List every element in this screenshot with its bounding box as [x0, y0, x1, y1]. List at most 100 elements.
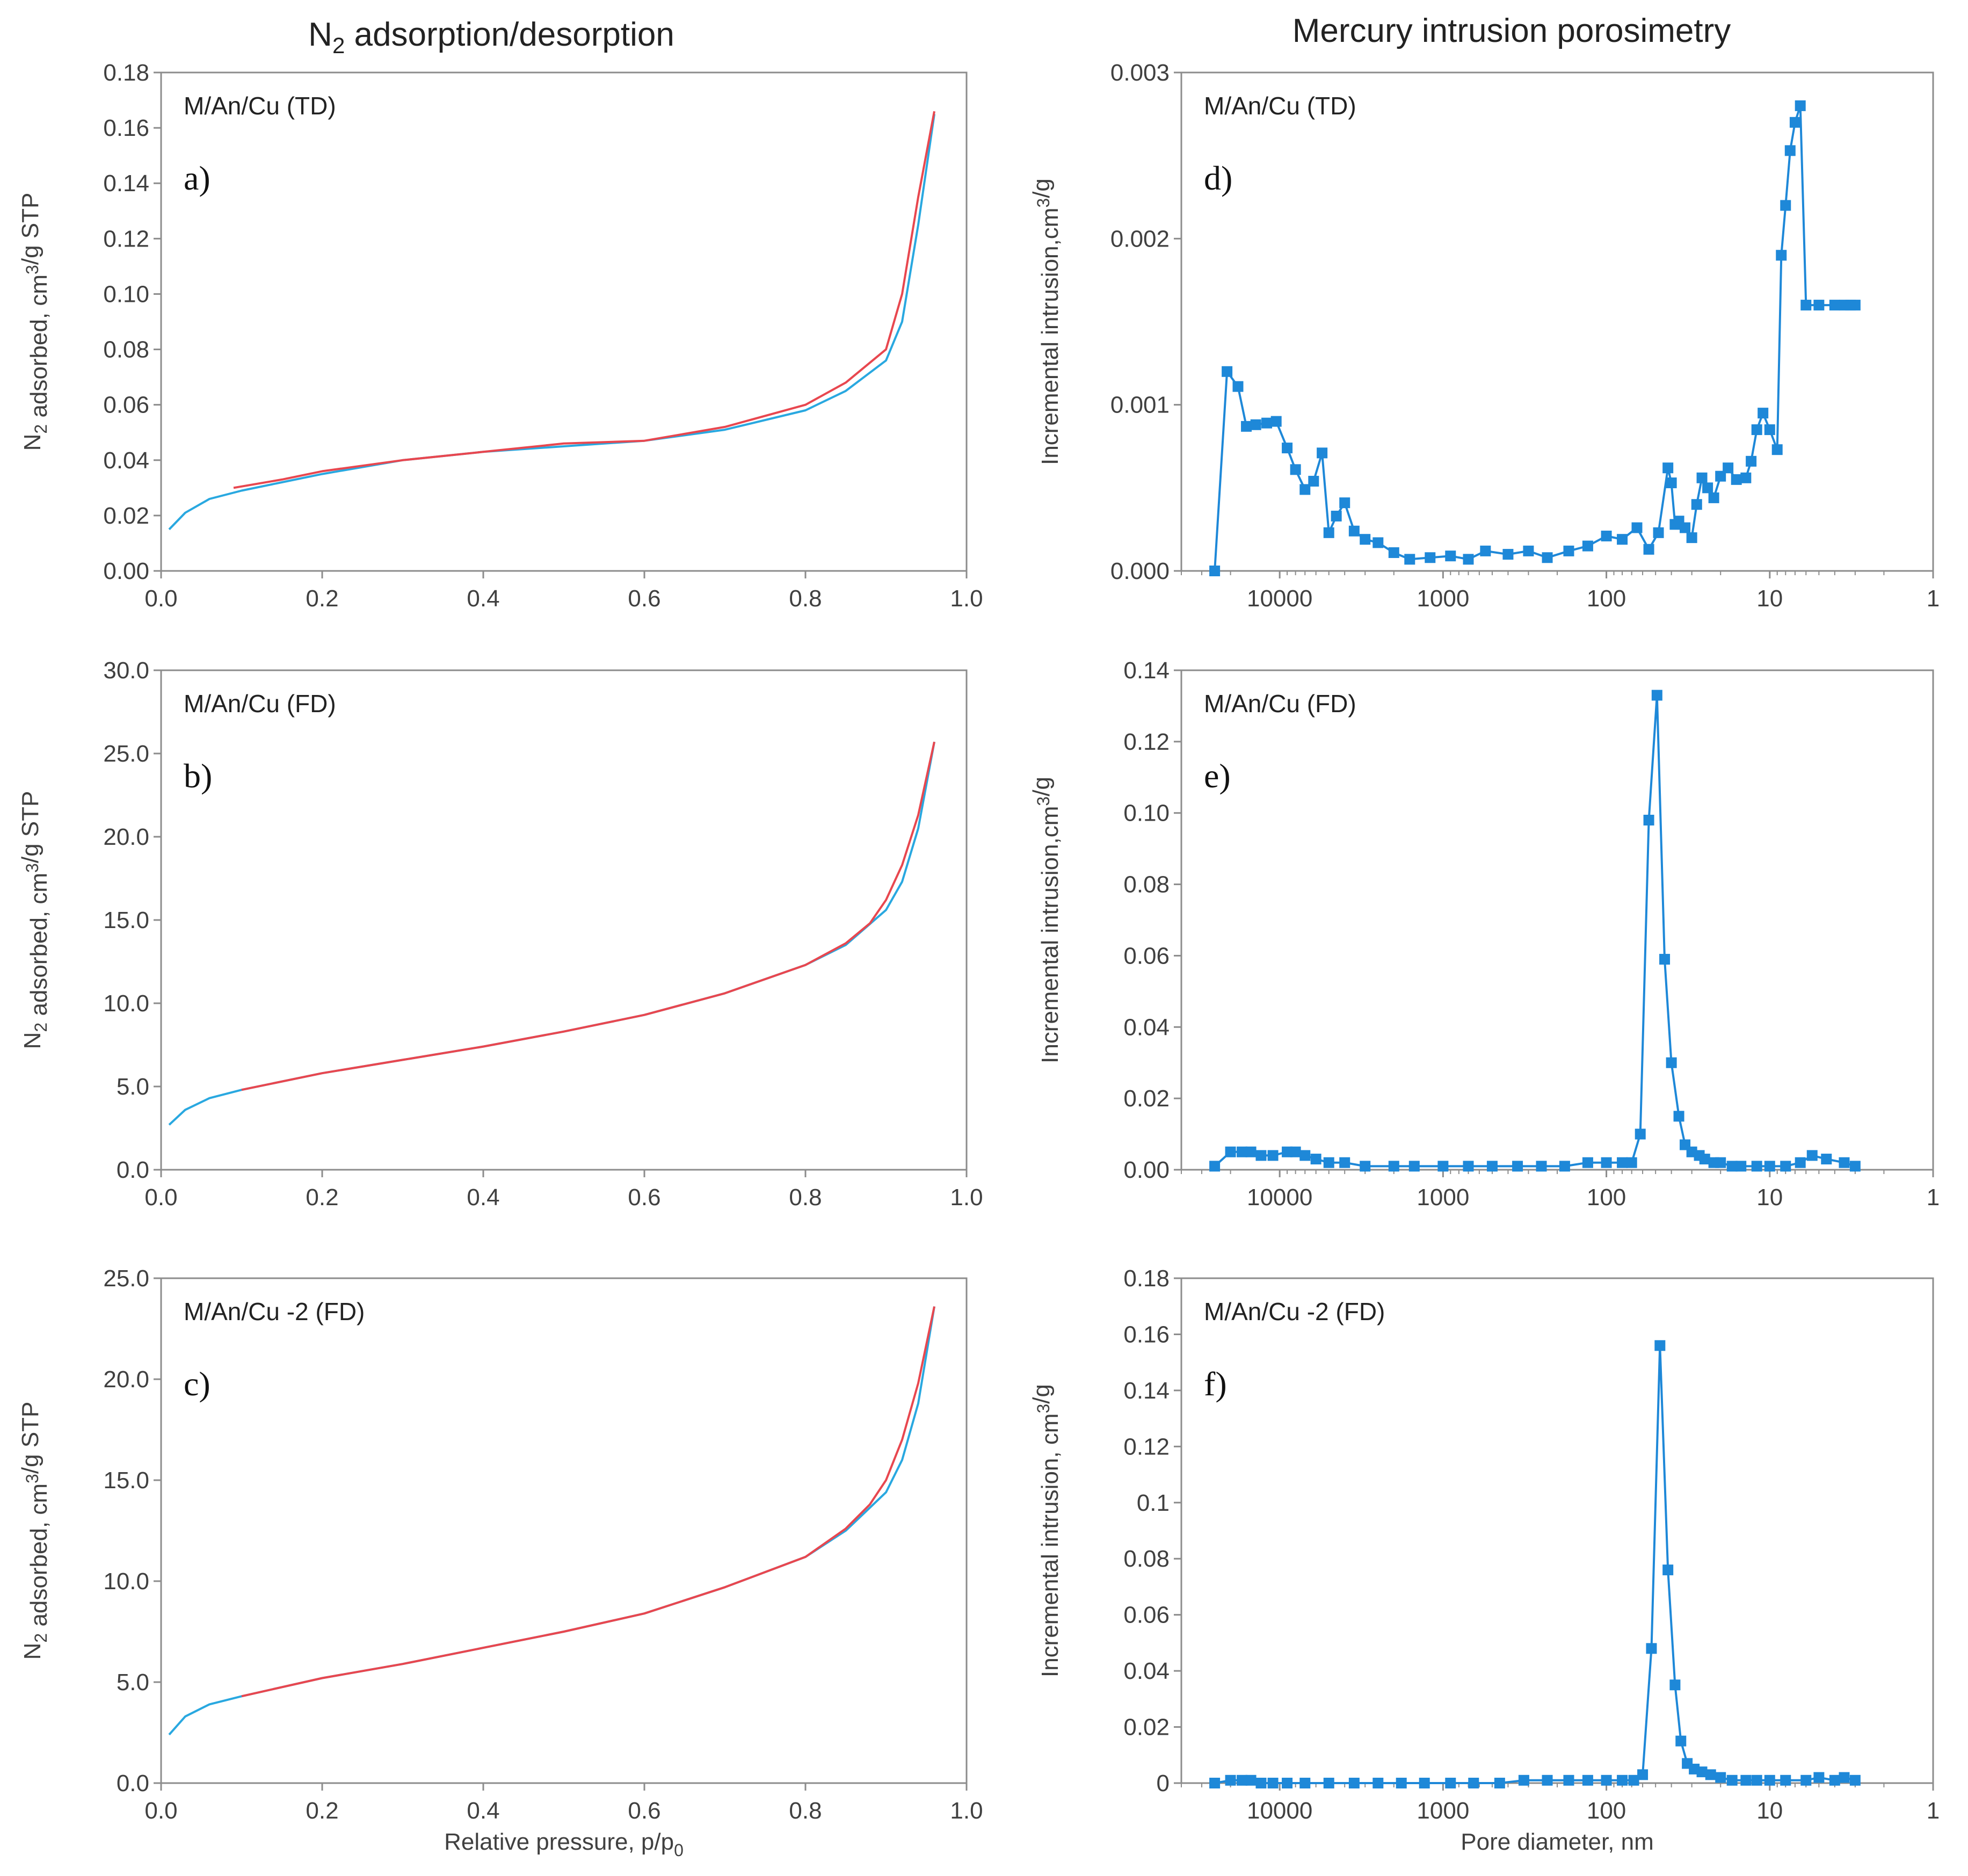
- data-point: [1776, 250, 1787, 261]
- data-point: [1764, 1774, 1775, 1786]
- series-line-intrusion: [1214, 1344, 1856, 1784]
- data-point: [1419, 1778, 1430, 1788]
- chart-panel-a: 0.00 0.02 0.04 0.06 0.08 0.10 0.12 0.14 0.16 0.18…: [17, 60, 983, 612]
- x-tick-label: 0.0: [144, 1184, 177, 1211]
- panel-label: f): [1204, 1365, 1227, 1403]
- data-point: [1735, 1161, 1747, 1172]
- data-point: [1261, 417, 1273, 429]
- y-axis-label: N2 adsorbed, cm3/g STP: [17, 193, 52, 451]
- data-point: [1404, 554, 1415, 565]
- data-point: [1675, 1735, 1687, 1747]
- data-point: [1542, 1774, 1553, 1786]
- data-point: [1290, 1146, 1301, 1157]
- data-point: [1512, 1161, 1523, 1172]
- data-point: [1795, 100, 1806, 111]
- x-tick-label: 1: [1927, 1798, 1940, 1824]
- data-point: [1849, 1161, 1861, 1172]
- y-tick-label: 5.0: [117, 1669, 149, 1696]
- data-point: [1282, 1146, 1293, 1157]
- y-tick-label: 0.000: [1110, 558, 1170, 584]
- y-tick-label: 0: [1157, 1770, 1170, 1797]
- data-point: [1360, 1161, 1371, 1172]
- y-tick-label: 0.02: [103, 503, 149, 529]
- data-point: [1631, 522, 1643, 533]
- x-tick-label: 1.0: [950, 1184, 983, 1211]
- y-tick-label: 0.08: [103, 337, 149, 363]
- series-line-intrusion: [1214, 694, 1856, 1168]
- data-point: [1445, 1778, 1456, 1788]
- y-tick-label: 0.16: [103, 115, 149, 141]
- series-line-adsorption: [168, 114, 935, 531]
- y-tick-label: 15.0: [103, 1467, 149, 1494]
- y-axis-label: N2 adsorbed, cm3/g STP: [17, 1402, 52, 1660]
- data-point: [1237, 1146, 1248, 1157]
- y-axis-label: N2 adsorbed, cm3/g STP: [17, 791, 52, 1049]
- x-tick-label: 100: [1587, 1798, 1626, 1824]
- y-tick-label: 0.04: [1123, 1014, 1170, 1040]
- data-point: [1617, 1157, 1628, 1168]
- data-point: [1267, 1778, 1279, 1788]
- data-point: [1601, 1157, 1612, 1168]
- left-column-title: N2 adsorption/desorption: [308, 16, 674, 58]
- data-point: [1784, 145, 1796, 156]
- data-point: [1806, 1150, 1818, 1161]
- data-point: [1582, 540, 1593, 552]
- sample-name: M/An/Cu -2 (FD): [1204, 1298, 1385, 1325]
- x-tick-label: 1000: [1417, 1184, 1469, 1211]
- y-tick-label: 0.12: [1123, 1433, 1170, 1460]
- sample-name: M/An/Cu (TD): [1204, 92, 1356, 120]
- data-point: [1662, 1564, 1674, 1576]
- series-line-desorption: [241, 1306, 935, 1698]
- data-point: [1839, 1772, 1850, 1783]
- panel-label: c): [184, 1365, 210, 1403]
- x-tick-label: 0.4: [467, 1798, 499, 1824]
- data-point: [1250, 419, 1261, 430]
- y-tick-label: 0.14: [1123, 657, 1170, 684]
- data-point: [1726, 1161, 1738, 1172]
- data-point: [1582, 1774, 1593, 1786]
- data-point: [1780, 200, 1791, 211]
- y-tick-label: 0.12: [1123, 729, 1170, 755]
- plot-frame-a: [160, 71, 968, 572]
- data-point: [1751, 424, 1762, 436]
- y-tick-label: 0.04: [103, 447, 149, 474]
- plot-frame-d: [1180, 71, 1934, 572]
- plot-frame-f: [1180, 1277, 1934, 1784]
- data-point: [1245, 1146, 1257, 1157]
- y-tick-label: 25.0: [103, 1265, 149, 1292]
- data-point: [1643, 544, 1654, 555]
- data-point: [1463, 554, 1474, 565]
- y-axis-label: Incremental intrusion,cm3/g: [1028, 178, 1063, 465]
- data-point: [1486, 1161, 1498, 1172]
- x-tick-label: 0.4: [467, 1184, 499, 1211]
- y-tick-label: 20.0: [103, 1366, 149, 1393]
- y-tick-label: 0.02: [1123, 1085, 1170, 1112]
- data-point: [1702, 482, 1713, 494]
- data-point: [1715, 1772, 1726, 1783]
- data-point: [1699, 1154, 1710, 1165]
- data-point: [1388, 1161, 1399, 1172]
- data-point: [1360, 534, 1371, 545]
- x-tick-label: 0.6: [628, 1798, 660, 1824]
- y-tick-label: 0.06: [103, 392, 149, 418]
- panel-label: d): [1204, 159, 1232, 197]
- chart-panel-f: 0 0.02 0.04 0.06 0.08 0.1 0.12 0.14 0.16 0.18 1000…: [1028, 1265, 1940, 1855]
- y-tick-label: 0.001: [1110, 392, 1170, 418]
- x-axis-label: Relative pressure, p/p0: [444, 1829, 684, 1860]
- data-point: [1494, 1778, 1505, 1788]
- y-tick-label: 0.06: [1123, 943, 1170, 969]
- data-point: [1468, 1778, 1479, 1788]
- panel-label: e): [1204, 757, 1231, 795]
- x-tick-label: 10: [1756, 585, 1783, 612]
- data-point: [1800, 300, 1812, 311]
- data-point: [1372, 1778, 1384, 1788]
- panel-label: b): [184, 757, 212, 795]
- y-tick-label: 0.14: [103, 170, 149, 197]
- x-tick-label: 1.0: [950, 585, 983, 612]
- data-point: [1222, 366, 1233, 377]
- y-tick-label: 25.0: [103, 741, 149, 767]
- data-point: [1408, 1161, 1420, 1172]
- x-tick-label: 10000: [1247, 1798, 1312, 1824]
- data-point: [1348, 525, 1360, 537]
